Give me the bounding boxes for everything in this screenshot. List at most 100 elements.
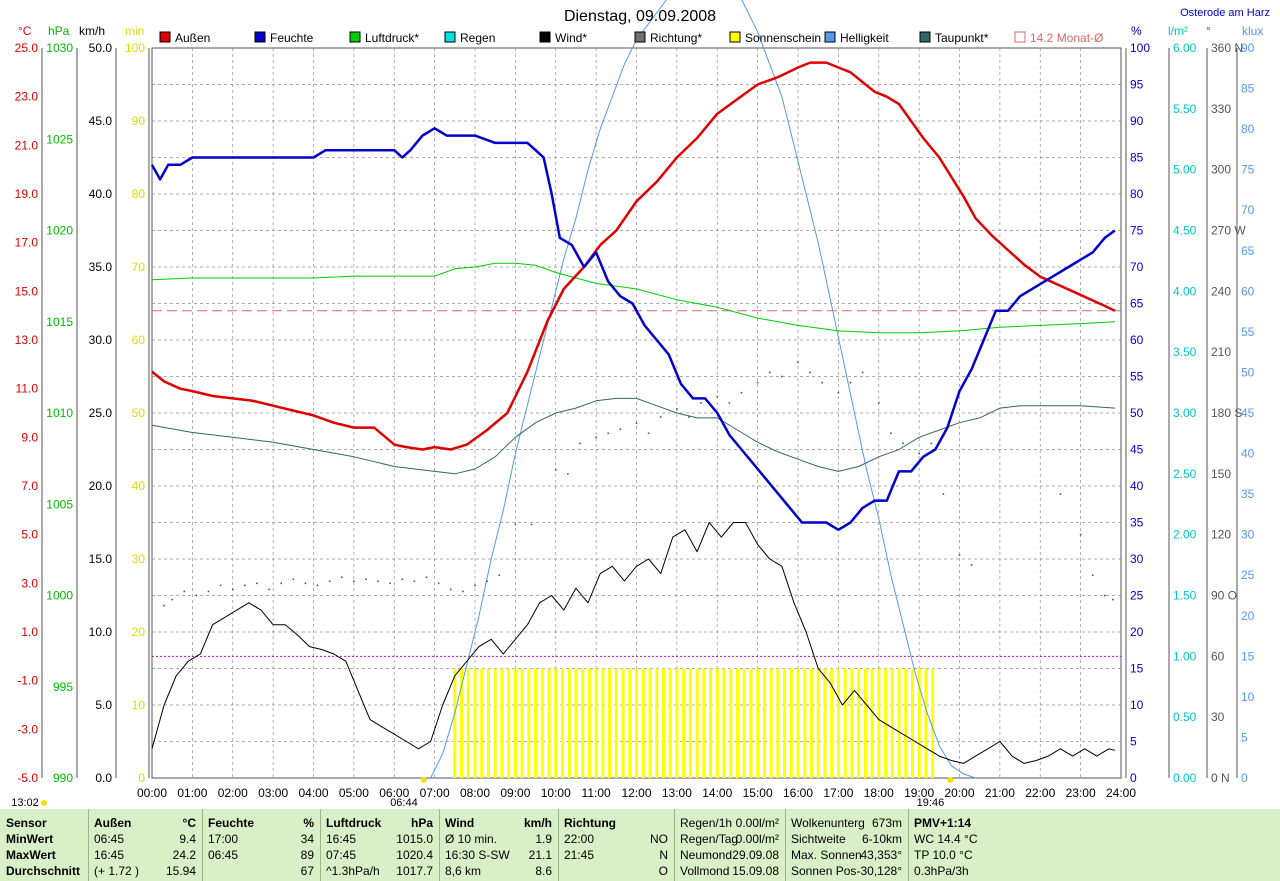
sunshine-bar	[688, 668, 692, 778]
direction-point	[676, 408, 678, 410]
tick-label-temp: 13.0	[15, 333, 39, 347]
tick-label-brightness: 90	[1241, 41, 1255, 55]
legend-swatch	[729, 31, 741, 43]
direction-point	[567, 473, 569, 475]
tick-label-rain: 5.50	[1173, 102, 1197, 116]
x-tick-label: 13:00	[662, 786, 692, 800]
tick-label-rain: 1.50	[1173, 589, 1197, 603]
legend-label: Regen	[460, 31, 495, 45]
direction-point	[486, 580, 488, 583]
footer-row: 22:00 NO	[562, 831, 672, 847]
sunshine-bar	[870, 668, 874, 778]
tick-label-humidity: 40	[1130, 479, 1144, 493]
direction-point	[365, 578, 367, 581]
direction-point	[797, 361, 799, 364]
legend-swatch	[1014, 31, 1026, 43]
direction-point	[728, 402, 731, 404]
tick-label-temp: 7.0	[21, 479, 38, 493]
footer-cell: Sichtweite	[791, 832, 846, 846]
tick-label-direction: 300	[1211, 163, 1231, 177]
sunshine-bar	[735, 668, 739, 778]
sunshine-bar	[493, 668, 497, 778]
direction-point	[514, 523, 517, 526]
footer-cell: 22:00	[564, 832, 595, 846]
footer-cell: 16:30 S-SW	[445, 848, 510, 862]
direction-point	[280, 582, 282, 585]
tick-label-rain: 0.00	[1173, 771, 1197, 785]
direction-point	[595, 436, 597, 439]
sunshine-bar	[574, 668, 578, 778]
tick-label-direction: 90 O	[1211, 589, 1237, 603]
tick-label-brightness: 80	[1241, 122, 1255, 136]
tick-label-humidity: 100	[1130, 41, 1150, 55]
footer-column: Luftdruck hPa 16:45 1015.0 07:45 1020.4 ^1.3hP…	[324, 809, 437, 881]
legend-swatch	[349, 31, 361, 43]
footer-header-row: Sensor	[4, 815, 88, 831]
direction-point	[781, 375, 783, 378]
sunshine-bar	[776, 668, 780, 778]
legend-label: Luftdruck*	[365, 31, 419, 45]
tick-label-direction: 240	[1211, 284, 1231, 298]
sunshine-bar	[547, 668, 551, 778]
tick-label-humidity: 55	[1130, 370, 1144, 384]
footer-header-row: Luftdruck hPa	[324, 815, 437, 831]
footer-cell: Richtung	[564, 816, 616, 830]
direction-point	[498, 574, 501, 577]
legend-swatch	[254, 31, 266, 43]
tick-label-brightness: 70	[1241, 203, 1255, 217]
tick-label-minutes: 70	[132, 260, 146, 274]
tick-label-minutes: 100	[125, 41, 145, 55]
axis-unit-minutes: min	[125, 24, 144, 38]
direction-point	[353, 580, 355, 583]
legend-label: Helligkeit	[840, 31, 889, 45]
footer-header-row: PMV+1:14	[912, 815, 1022, 831]
tick-label-temp: -3.0	[17, 722, 38, 736]
tick-label-wind: 45.0	[89, 114, 113, 128]
footer-cell: -30,128°	[856, 864, 903, 878]
tick-label-wind: 0.0	[95, 771, 112, 785]
footer-column: Feuchte% 17:00 34 06:45 89 67	[206, 809, 318, 881]
footer-row: Sonnen Pos -30,128°	[789, 863, 906, 879]
sunshine-bar	[601, 668, 605, 778]
tick-label-rain: 3.50	[1173, 345, 1197, 359]
direction-point	[837, 391, 840, 394]
footer-header-row: Regen/1h 0.00l/m²	[678, 815, 783, 831]
footer-separator	[439, 809, 440, 881]
direction-point	[635, 422, 638, 424]
tick-label-wind: 20.0	[89, 479, 113, 493]
tick-label-minutes: 20	[132, 625, 146, 639]
footer-cell: 21:45	[564, 848, 595, 862]
footer-row: Neumond 29.09.08	[678, 847, 783, 863]
sunshine-bar	[668, 668, 672, 778]
x-tick-label: 09:00	[500, 786, 530, 800]
footer-cell: 15.94	[165, 864, 196, 878]
footer-row: 21:45 N	[562, 847, 672, 863]
x-tick-label: 05:00	[339, 786, 369, 800]
sunshine-bar	[507, 668, 511, 778]
sunshine-bar	[527, 668, 531, 778]
footer-row: 8,6 km 8.6	[443, 863, 556, 879]
tick-label-temp: 19.0	[15, 187, 39, 201]
sunshine-bar	[783, 668, 787, 778]
footer-column: Außen °C 06:45 9.4 16:45 24.2 (+ 1.72 ) 15.94	[92, 809, 200, 881]
footer-row: Ø 10 min. 1.9	[443, 831, 556, 847]
tick-label-wind: 5.0	[95, 698, 112, 712]
sunshine-bar	[924, 668, 928, 778]
tick-label-rain: 1.00	[1173, 649, 1197, 663]
time-marker-label: 13:02	[11, 797, 39, 809]
x-tick-label: 16:00	[783, 786, 813, 800]
station-name: Osterode am Harz	[1180, 7, 1270, 19]
footer-cell: 8,6 km	[445, 864, 482, 878]
footer-separator	[785, 809, 786, 881]
tick-label-rain: 4.00	[1173, 284, 1197, 298]
tick-label-temp: 17.0	[15, 236, 39, 250]
footer-cell: 34	[300, 832, 314, 846]
footer-cell: 67	[300, 864, 314, 878]
tick-label-brightness: 20	[1241, 609, 1255, 623]
sunshine-bar	[635, 668, 639, 778]
series-line-aussen	[151, 61, 1116, 451]
tick-label-humidity: 30	[1130, 552, 1144, 566]
tick-label-wind: 10.0	[89, 625, 113, 639]
tick-label-temp: 23.0	[15, 90, 39, 104]
legend-label: Feuchte	[270, 31, 314, 45]
